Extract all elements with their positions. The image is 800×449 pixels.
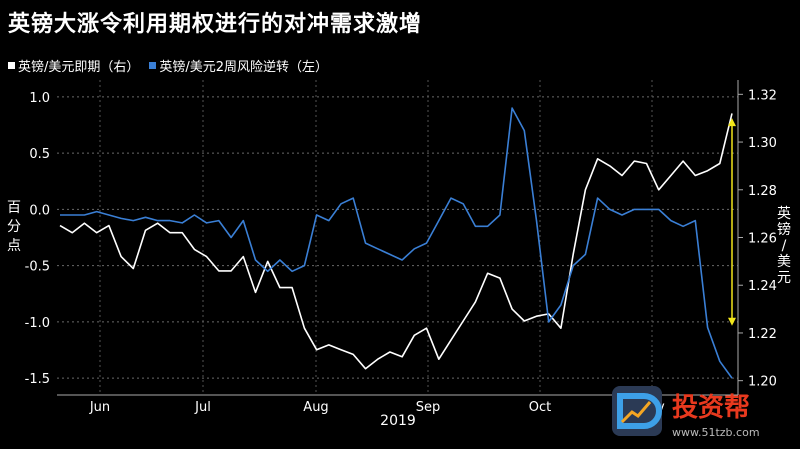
x-axis-ticks: JunJulAugSepOctNov	[89, 400, 665, 415]
right-axis-ticks: 1.32 1.30 1.28 1.26 1.24 1.22 1.20	[737, 80, 777, 395]
watermark-logo-arrow	[620, 401, 652, 424]
plot-area	[57, 80, 738, 395]
x-tick-label: Aug	[303, 400, 328, 415]
right-tick-label: 1.28	[748, 184, 777, 199]
right-axis-label-char: /	[782, 238, 787, 254]
watermark: 投资帮 www.51tzb.com	[610, 382, 796, 444]
watermark-logo: 投资帮 www.51tzb.com	[612, 386, 760, 439]
left-tick-label: 1.0	[29, 91, 50, 106]
legend-label-spot: 英镑/美元即期（右）	[18, 60, 140, 75]
left-axis-label-char: 点	[7, 238, 21, 254]
series-layer	[59, 107, 733, 379]
legend-item-risk-reversal: 英镑/美元2周风险逆转（左）	[149, 56, 328, 75]
right-tick-label: 1.20	[748, 375, 777, 390]
annotation-layer	[728, 118, 736, 326]
watermark-logo-shape	[617, 393, 662, 429]
legend-item-spot: 英镑/美元即期（右）	[8, 56, 139, 75]
legend-swatch-risk-reversal	[149, 62, 157, 69]
left-tick-label: 0.5	[29, 147, 50, 162]
watermark-brand: 投资帮	[672, 393, 750, 423]
series-line-0	[59, 113, 733, 370]
left-tick-label: 0.0	[29, 203, 50, 218]
series-line-1	[60, 107, 733, 379]
x-tick-label: Oct	[529, 400, 551, 415]
annotation-arrow-head-top	[728, 118, 736, 127]
right-tick-label: 1.32	[748, 88, 777, 103]
left-axis-label: 百分点	[7, 200, 21, 254]
right-tick-label: 1.22	[748, 327, 777, 342]
legend-label-risk-reversal: 英镑/美元2周风险逆转（左）	[159, 60, 329, 75]
right-axis-label-char: 镑	[777, 222, 791, 238]
chart-title: 英镑大涨令利用期权进行的对冲需求激增	[8, 12, 423, 37]
left-axis-ticks: 1.0 0.5 0.0 -0.5 -1.0 -1.5	[25, 91, 50, 387]
right-axis-label-char: 英	[777, 205, 791, 222]
left-axis-label-char: 百	[7, 200, 21, 216]
right-axis-label-char: 元	[777, 270, 791, 286]
right-tick-label: 1.24	[748, 279, 777, 294]
left-axis-label-char: 分	[7, 219, 21, 235]
chart-legend: 英镑/美元即期（右） 英镑/美元2周风险逆转（左）	[8, 56, 328, 75]
left-tick-label: -0.5	[25, 260, 50, 275]
right-axis-label: 英镑/美元	[777, 205, 791, 286]
x-axis-label: 2019	[380, 413, 416, 429]
left-tick-label: -1.5	[25, 372, 50, 387]
right-axis-label-char: 美	[777, 254, 791, 270]
annotation-arrow-head-bottom	[728, 317, 736, 326]
legend-swatch-spot	[8, 62, 15, 69]
x-tick-label: Jul	[194, 400, 211, 415]
x-tick-label: Jun	[89, 400, 110, 415]
x-tick-label: Sep	[416, 400, 441, 415]
right-tick-label: 1.30	[748, 136, 777, 151]
right-tick-label: 1.26	[748, 232, 777, 247]
left-tick-label: -1.0	[25, 316, 50, 331]
watermark-url: www.51tzb.com	[672, 426, 760, 439]
